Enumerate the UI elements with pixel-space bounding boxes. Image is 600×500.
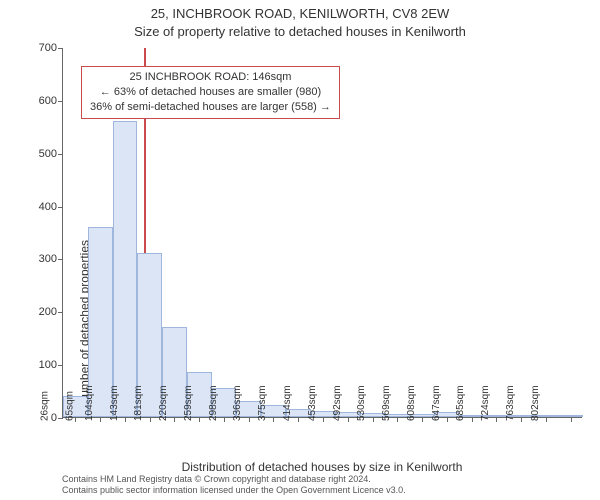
xtick-label: 259sqm — [183, 385, 194, 421]
xtick-mark — [422, 417, 423, 422]
xtick-mark — [75, 417, 76, 422]
xtick-mark — [546, 417, 547, 422]
chart-title-line1: 25, INCHBROOK ROAD, KENILWORTH, CV8 2EW — [0, 6, 600, 21]
xtick-mark — [472, 417, 473, 422]
ytick-label: 100 — [39, 359, 57, 371]
xtick-label: 375sqm — [257, 385, 268, 421]
annotation-box: 25 INCHBROOK ROAD: 146sqm ← 63% of detac… — [81, 66, 340, 119]
chart-container: 25, INCHBROOK ROAD, KENILWORTH, CV8 2EW … — [0, 0, 600, 500]
plot-area: 25 INCHBROOK ROAD: 146sqm ← 63% of detac… — [62, 48, 582, 418]
xtick-mark — [397, 417, 398, 422]
annotation-line3: 36% of semi-detached houses are larger (… — [90, 100, 331, 115]
xtick-label: 647sqm — [430, 385, 441, 421]
ytick-label: 400 — [39, 201, 57, 213]
ytick-label: 0 — [51, 412, 57, 424]
ytick-mark — [58, 312, 63, 313]
xtick-mark — [373, 417, 374, 422]
xtick-label: 802sqm — [530, 385, 541, 421]
xtick-mark — [348, 417, 349, 422]
xtick-mark — [224, 417, 225, 422]
ytick-mark — [58, 101, 63, 102]
xtick-label: 65sqm — [65, 391, 76, 421]
xtick-label: 724sqm — [480, 385, 491, 421]
xtick-label: 26sqm — [40, 391, 51, 421]
xtick-label: 143sqm — [109, 385, 120, 421]
x-axis-label: Distribution of detached houses by size … — [62, 460, 582, 474]
xtick-label: 414sqm — [282, 385, 293, 421]
xtick-mark — [249, 417, 250, 422]
xtick-mark — [496, 417, 497, 422]
ytick-label: 200 — [39, 306, 57, 318]
footnote: Contains HM Land Registry data © Crown c… — [62, 474, 582, 496]
xtick-mark — [174, 417, 175, 422]
xtick-mark — [199, 417, 200, 422]
xtick-mark — [447, 417, 448, 422]
annotation-line2: ← 63% of detached houses are smaller (98… — [90, 85, 331, 100]
xtick-mark — [125, 417, 126, 422]
xtick-mark — [571, 417, 572, 422]
annotation-line1: 25 INCHBROOK ROAD: 146sqm — [90, 70, 331, 85]
xtick-label: 763sqm — [505, 385, 516, 421]
xtick-mark — [323, 417, 324, 422]
xtick-mark — [150, 417, 151, 422]
ytick-label: 600 — [39, 95, 57, 107]
xtick-label: 453sqm — [307, 385, 318, 421]
xtick-label: 685sqm — [455, 385, 466, 421]
xtick-label: 104sqm — [84, 385, 95, 421]
xtick-label: 492sqm — [331, 385, 342, 421]
ytick-label: 700 — [39, 42, 57, 54]
ytick-label: 300 — [39, 253, 57, 265]
histogram-bar — [113, 121, 138, 417]
xtick-mark — [521, 417, 522, 422]
footnote-line2: Contains public sector information licen… — [62, 485, 582, 496]
ytick-label: 500 — [39, 148, 57, 160]
ytick-mark — [58, 365, 63, 366]
xtick-label: 530sqm — [356, 385, 367, 421]
xtick-label: 608sqm — [406, 385, 417, 421]
footnote-line1: Contains HM Land Registry data © Crown c… — [62, 474, 582, 485]
xtick-label: 569sqm — [381, 385, 392, 421]
ytick-mark — [58, 154, 63, 155]
ytick-mark — [58, 48, 63, 49]
ytick-mark — [58, 418, 63, 419]
xtick-mark — [298, 417, 299, 422]
ytick-mark — [58, 207, 63, 208]
chart-title-line2: Size of property relative to detached ho… — [0, 24, 600, 39]
ytick-mark — [58, 259, 63, 260]
xtick-label: 181sqm — [133, 385, 144, 421]
xtick-label: 220sqm — [158, 385, 169, 421]
xtick-mark — [100, 417, 101, 422]
xtick-mark — [273, 417, 274, 422]
xtick-label: 336sqm — [232, 385, 243, 421]
xtick-label: 298sqm — [208, 385, 219, 421]
